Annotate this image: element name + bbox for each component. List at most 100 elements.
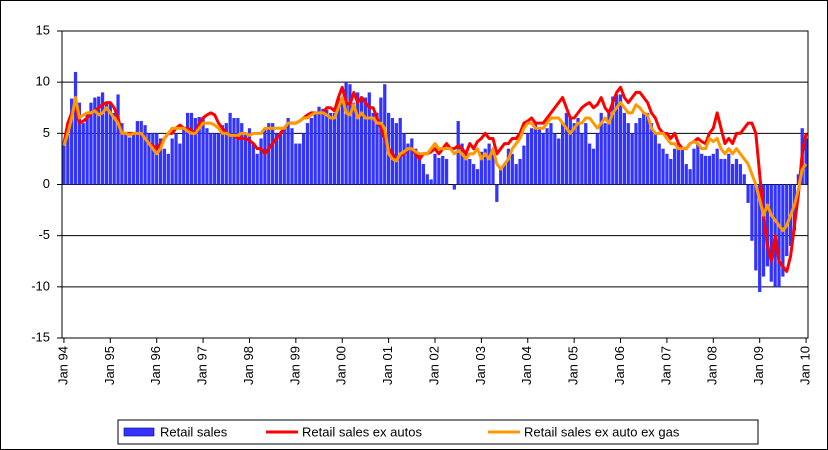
x-tick-label: Jan 98 bbox=[241, 346, 256, 385]
bar bbox=[93, 97, 97, 185]
bar bbox=[742, 174, 746, 185]
x-tick-label: Jan 01 bbox=[380, 346, 395, 385]
bar bbox=[417, 153, 422, 185]
bar bbox=[100, 92, 105, 185]
bar bbox=[120, 123, 124, 185]
bar bbox=[437, 157, 441, 185]
bar bbox=[676, 143, 681, 185]
bar bbox=[73, 71, 78, 185]
bar bbox=[545, 128, 549, 185]
x-tick-label: Jan 06 bbox=[612, 346, 627, 385]
bar bbox=[599, 112, 603, 185]
bar bbox=[367, 92, 371, 185]
bar bbox=[104, 102, 109, 185]
bar bbox=[657, 143, 661, 185]
bar bbox=[549, 123, 553, 185]
bar bbox=[452, 184, 456, 190]
bar bbox=[402, 133, 406, 185]
bar bbox=[70, 98, 74, 185]
bar bbox=[352, 102, 356, 185]
bar bbox=[615, 94, 619, 185]
bar bbox=[209, 133, 213, 185]
bar bbox=[506, 148, 511, 185]
bar bbox=[89, 102, 93, 185]
bar bbox=[580, 133, 584, 185]
bar bbox=[379, 97, 383, 185]
bar bbox=[205, 128, 209, 185]
bar bbox=[692, 148, 696, 185]
bar bbox=[495, 184, 499, 202]
bar bbox=[444, 158, 449, 185]
bar bbox=[406, 143, 410, 185]
bar bbox=[688, 169, 692, 185]
bar bbox=[185, 112, 190, 185]
bar bbox=[189, 112, 194, 185]
bar bbox=[734, 158, 739, 185]
bar bbox=[77, 102, 82, 185]
x-tick-label: Jan 04 bbox=[519, 346, 534, 385]
bar bbox=[626, 123, 630, 185]
bar bbox=[278, 133, 283, 185]
bar bbox=[282, 128, 286, 185]
bar bbox=[731, 164, 735, 185]
x-tick-label: Jan 03 bbox=[473, 346, 488, 385]
bar bbox=[522, 145, 526, 185]
legend-swatch bbox=[123, 427, 155, 437]
y-tick-label: -10 bbox=[31, 278, 50, 293]
bar bbox=[576, 117, 580, 185]
bar bbox=[128, 137, 132, 185]
bar bbox=[700, 153, 704, 185]
bar bbox=[475, 169, 480, 185]
bar bbox=[170, 138, 174, 185]
bar bbox=[85, 112, 89, 185]
bar bbox=[425, 174, 429, 185]
y-tick-label: -5 bbox=[38, 227, 50, 242]
bar bbox=[332, 112, 337, 185]
bar bbox=[510, 153, 514, 185]
bar bbox=[263, 128, 267, 185]
bar bbox=[390, 117, 395, 185]
bar bbox=[112, 112, 116, 185]
x-tick-label: Jan 00 bbox=[334, 346, 349, 385]
bar bbox=[155, 133, 159, 185]
bar bbox=[491, 153, 495, 185]
bar bbox=[313, 112, 317, 185]
bar bbox=[182, 128, 186, 185]
bar bbox=[661, 148, 665, 185]
bar bbox=[530, 128, 534, 185]
bar bbox=[707, 155, 712, 185]
bar bbox=[213, 133, 217, 185]
x-tick-label: Jan 10 bbox=[798, 346, 813, 385]
x-tick-label: Jan 05 bbox=[566, 346, 581, 385]
bar bbox=[124, 133, 128, 185]
legend-label: Retail sales ex autos bbox=[302, 424, 422, 439]
bar bbox=[804, 138, 808, 185]
bar bbox=[62, 143, 66, 185]
bar bbox=[421, 164, 426, 185]
bar bbox=[607, 112, 611, 185]
bar bbox=[622, 112, 627, 185]
bar bbox=[456, 121, 460, 185]
x-tick-label: Jan 07 bbox=[658, 346, 673, 385]
y-tick-label: -15 bbox=[31, 329, 50, 344]
bar bbox=[727, 153, 731, 185]
bar bbox=[584, 123, 588, 185]
bar bbox=[216, 133, 221, 185]
bar bbox=[618, 94, 623, 185]
bar bbox=[502, 164, 507, 185]
bar bbox=[174, 133, 178, 185]
bar bbox=[630, 133, 634, 185]
bar bbox=[765, 184, 770, 267]
bar bbox=[433, 153, 437, 185]
bar bbox=[336, 97, 340, 185]
bar bbox=[696, 143, 700, 185]
bar bbox=[309, 117, 313, 185]
bar bbox=[201, 116, 205, 185]
bar bbox=[642, 112, 646, 185]
bar bbox=[398, 117, 402, 185]
bar bbox=[414, 148, 418, 185]
bar bbox=[259, 138, 263, 185]
bar bbox=[754, 184, 758, 271]
bar bbox=[777, 184, 781, 287]
